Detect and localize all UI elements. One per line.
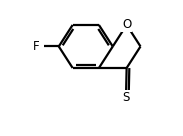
Text: O: O (122, 18, 131, 31)
Text: S: S (122, 91, 130, 104)
Text: F: F (33, 40, 40, 53)
